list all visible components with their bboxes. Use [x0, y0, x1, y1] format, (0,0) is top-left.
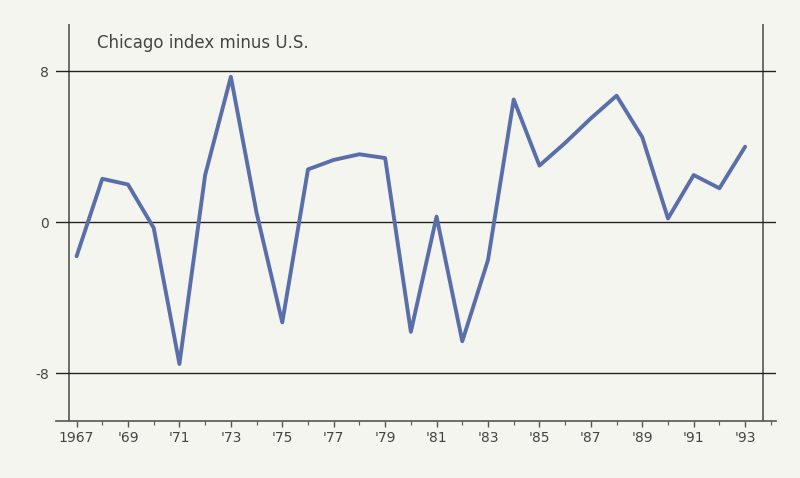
Text: Chicago index minus U.S.: Chicago index minus U.S. — [97, 34, 309, 52]
